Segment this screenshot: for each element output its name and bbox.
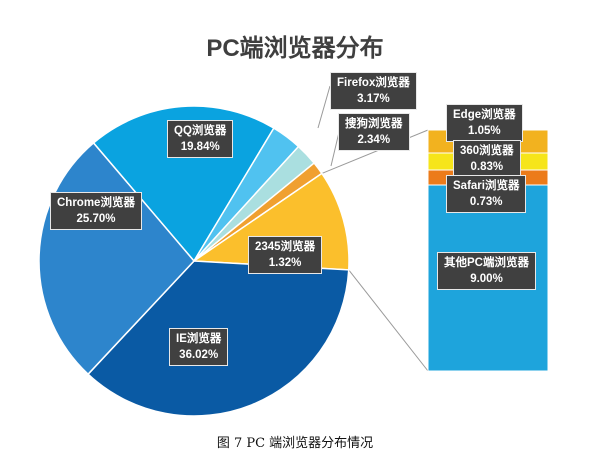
label-chrome-name: Chrome浏览器 [57, 197, 135, 209]
label-other-pc-value: 9.00% [470, 273, 503, 285]
label-firefox-value: 3.17% [357, 93, 390, 105]
label-sogou: 搜狗浏览器 2.34% [338, 113, 410, 151]
connector-top [321, 129, 429, 174]
leader-firefox [317, 85, 331, 129]
label-ie-name: IE浏览器 [176, 333, 222, 345]
label-2345-name: 2345浏览器 [255, 241, 316, 253]
label-2345: 2345浏览器 1.32% [248, 236, 323, 274]
label-other-pc-name: 其他PC端浏览器 [444, 257, 529, 269]
chart-title: PC端浏览器分布 [206, 35, 384, 62]
label-safari-value: 0.73% [469, 196, 503, 208]
label-edge-name: Edge浏览器 [453, 109, 516, 121]
label-safari: Safari浏览器 0.73% [446, 175, 527, 213]
label-chrome: Chrome浏览器 25.70% [50, 192, 142, 230]
label-chrome-value: 25.70% [76, 213, 116, 225]
label-firefox-name: Firefox浏览器 [337, 77, 410, 89]
label-360: 360浏览器 0.83% [453, 140, 521, 178]
label-edge: Edge浏览器 1.05% [446, 104, 523, 142]
label-firefox: Firefox浏览器 3.17% [330, 72, 417, 110]
figure-caption: 图 7 PC 端浏览器分布情况 [216, 436, 374, 451]
label-qq-name: QQ浏览器 [174, 125, 227, 137]
label-sogou-name: 搜狗浏览器 [345, 118, 403, 130]
connector-bottom [348, 269, 429, 372]
label-360-value: 0.83% [470, 161, 504, 173]
label-safari-name: Safari浏览器 [453, 180, 520, 192]
label-edge-value: 1.05% [468, 125, 501, 137]
label-ie-value: 36.02% [179, 349, 219, 361]
label-2345-value: 1.32% [268, 257, 302, 269]
label-other-pc: 其他PC端浏览器 9.00% [437, 252, 536, 290]
label-qq-value: 19.84% [180, 141, 220, 153]
label-sogou-value: 2.34% [357, 134, 391, 146]
label-360-name: 360浏览器 [460, 145, 514, 157]
label-qq: QQ浏览器 19.84% [167, 120, 234, 158]
label-ie: IE浏览器 36.02% [169, 328, 229, 366]
